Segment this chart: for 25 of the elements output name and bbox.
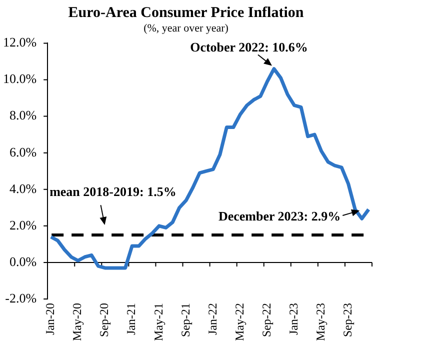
x-tick-label: May-20 [70, 303, 84, 342]
y-tick-label: -2.0% [5, 290, 37, 306]
y-tick-label: 6.0% [9, 144, 37, 160]
y-tick-label: 12.0% [2, 34, 37, 50]
annotation: October 2022: 10.6% [190, 40, 308, 55]
y-tick-label: 10.0% [2, 71, 37, 86]
x-tick-label: Jan-20 [43, 303, 58, 336]
chart-subtitle: (%, year over year) [144, 22, 229, 34]
x-tick-label: Sep-22 [259, 303, 274, 338]
x-tick-label: May-22 [232, 303, 246, 342]
x-tick-label: Sep-21 [178, 303, 192, 338]
y-tick-label: 4.0% [9, 180, 37, 196]
x-tick-label: Sep-23 [340, 303, 354, 338]
chart-title: Euro-Area Consumer Price Inflation [68, 4, 304, 21]
y-tick-label: 0.0% [9, 254, 37, 269]
y-tick-label: 8.0% [9, 108, 37, 123]
x-tick-label: May-23 [313, 303, 328, 342]
y-tick-label: 2.0% [9, 217, 37, 232]
x-tick-label: Jan-23 [286, 303, 300, 336]
ref-line-label: mean 2018-2019: 1.5% [50, 184, 176, 199]
x-tick-label: Sep-20 [97, 303, 112, 338]
x-tick-label: Jan-21 [124, 303, 138, 336]
annotation: December 2023: 2.9% [218, 208, 341, 224]
x-tick-label: May-21 [151, 303, 166, 342]
x-tick-label: Jan-22 [205, 303, 220, 336]
